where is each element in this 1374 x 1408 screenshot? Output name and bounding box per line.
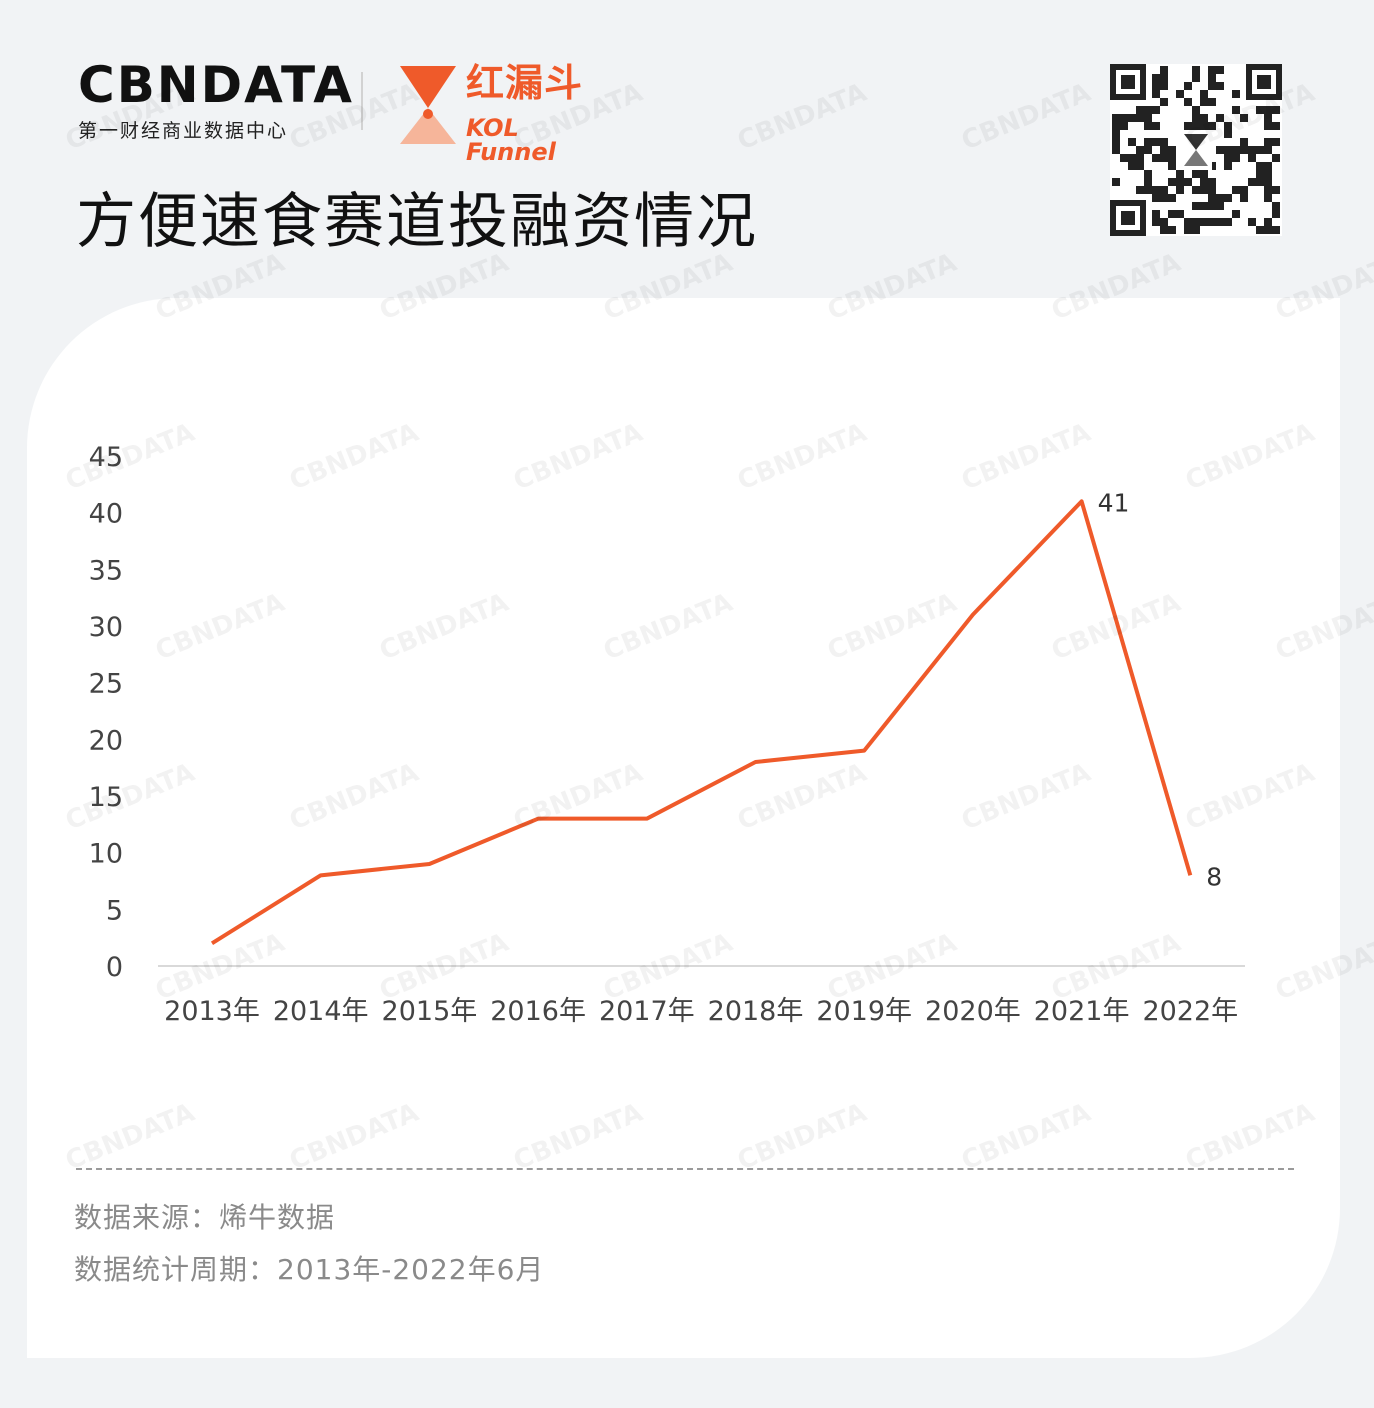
logo-divider xyxy=(361,72,363,130)
x-tick-label: 2014年 xyxy=(273,996,369,1027)
x-tick-label: 2020年 xyxy=(925,996,1021,1027)
y-tick-label: 5 xyxy=(106,895,123,926)
y-tick-label: 30 xyxy=(89,612,123,643)
series-line xyxy=(210,499,1193,946)
footer-divider xyxy=(76,1168,1294,1170)
y-tick-label: 25 xyxy=(89,669,123,700)
data-label: 8 xyxy=(1206,862,1222,891)
y-tick-label: 40 xyxy=(89,499,123,530)
x-tick-label: 2016年 xyxy=(490,996,586,1027)
x-tick-label: 2013年 xyxy=(164,996,260,1027)
data-label: 41 xyxy=(1098,488,1130,517)
x-axis: 2013年 2014年 2015年 2016年 2017年 2018年 2019年 2020年… xyxy=(164,996,1238,1027)
cbndata-logo-subtitle: 第一财经商业数据中心 xyxy=(78,120,289,142)
chart-card: 0 5 10 15 20 25 30 35 40 45 2013年 2014年 2015年 2016年 2… xyxy=(27,298,1340,1358)
y-tick-label: 0 xyxy=(106,952,123,983)
cbndata-logo-word: CBNDATA xyxy=(78,56,354,114)
header: CBNDATA 第一财经商业数据中心 红漏斗 KOL Funnel 方便速食赛道… xyxy=(0,0,1374,300)
cbndata-logo: CBNDATA 第一财经商业数据中心 xyxy=(78,60,354,143)
page-title: 方便速食赛道投融资情况 xyxy=(76,187,758,257)
x-tick-label: 2015年 xyxy=(382,996,478,1027)
x-tick-label: 2022年 xyxy=(1142,996,1238,1027)
kol-logo-en: KOL Funnel xyxy=(466,114,556,166)
y-tick-label: 10 xyxy=(89,839,123,870)
kol-funnel-logo: 红漏斗 KOL Funnel xyxy=(398,61,608,164)
data-period-note: 数据统计周期：2013年-2022年6月 xyxy=(74,1253,545,1286)
x-tick-label: 2017年 xyxy=(599,996,695,1027)
y-axis: 0 5 10 15 20 25 30 35 40 45 xyxy=(89,442,123,983)
x-tick-label: 2018年 xyxy=(708,996,804,1027)
x-tick-label: 2021年 xyxy=(1034,996,1130,1027)
data-source-note: 数据来源：烯牛数据 xyxy=(74,1201,336,1234)
y-tick-label: 15 xyxy=(89,782,123,813)
kol-logo-cn: 红漏斗 xyxy=(466,61,584,105)
y-tick-label: 45 xyxy=(89,442,123,473)
data-labels: 41 8 xyxy=(1098,488,1223,891)
qr-code-icon xyxy=(1110,64,1282,236)
funnel-icon xyxy=(400,66,456,144)
y-tick-label: 20 xyxy=(89,725,123,756)
y-tick-label: 35 xyxy=(89,555,123,586)
x-tick-label: 2019年 xyxy=(816,996,912,1027)
